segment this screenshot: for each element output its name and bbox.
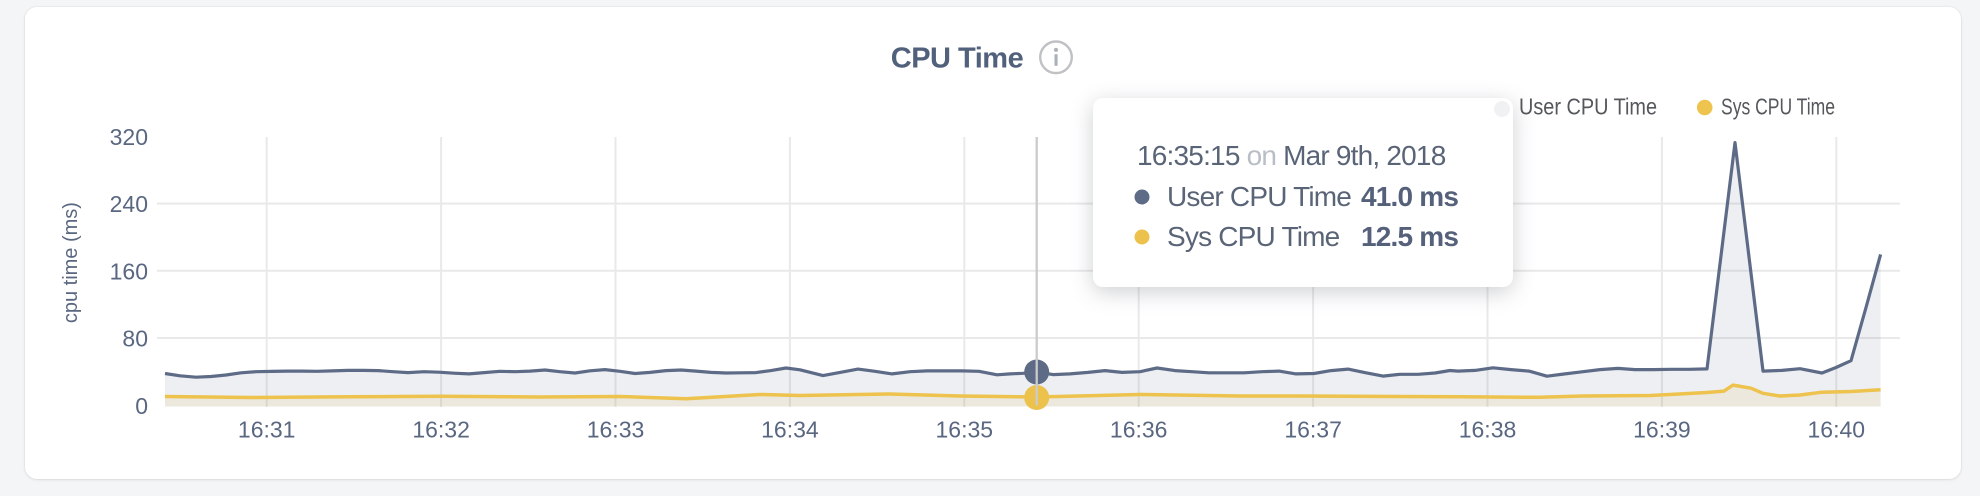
svg-text:160: 160 [110,258,148,284]
svg-text:0: 0 [135,393,148,419]
svg-text:cpu time (ms): cpu time (ms) [60,202,82,323]
svg-text:16:32: 16:32 [412,417,470,443]
svg-text:16:35: 16:35 [936,417,994,443]
svg-text:16:33: 16:33 [587,417,645,443]
svg-text:16:37: 16:37 [1284,417,1342,443]
svg-text:16:39: 16:39 [1633,417,1691,443]
svg-text:16:38: 16:38 [1459,417,1517,443]
svg-text:CPU Time: CPU Time [891,43,1024,75]
svg-text:240: 240 [110,191,148,217]
svg-text:16:36: 16:36 [1110,417,1168,443]
svg-text:16:31: 16:31 [238,417,296,443]
svg-text:16:34: 16:34 [761,417,819,443]
svg-text:Sys CPU Time: Sys CPU Time [1721,94,1835,120]
svg-text:16:40: 16:40 [1808,417,1866,443]
svg-text:80: 80 [122,326,148,352]
svg-text:320: 320 [110,124,148,150]
svg-text:User CPU Time: User CPU Time [1519,94,1657,120]
